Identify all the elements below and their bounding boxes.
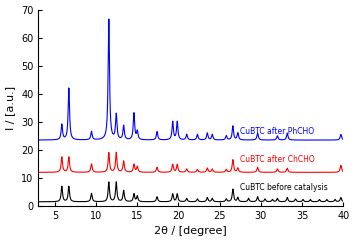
Text: CuBTC after PhCHO: CuBTC after PhCHO	[240, 127, 315, 136]
Text: CuBTC after ChCHO: CuBTC after ChCHO	[240, 155, 315, 164]
Text: CuBTC before catalysis: CuBTC before catalysis	[240, 183, 328, 192]
X-axis label: 2θ / [degree]: 2θ / [degree]	[154, 227, 227, 236]
Y-axis label: I / [a.u.]: I / [a.u.]	[6, 86, 16, 130]
